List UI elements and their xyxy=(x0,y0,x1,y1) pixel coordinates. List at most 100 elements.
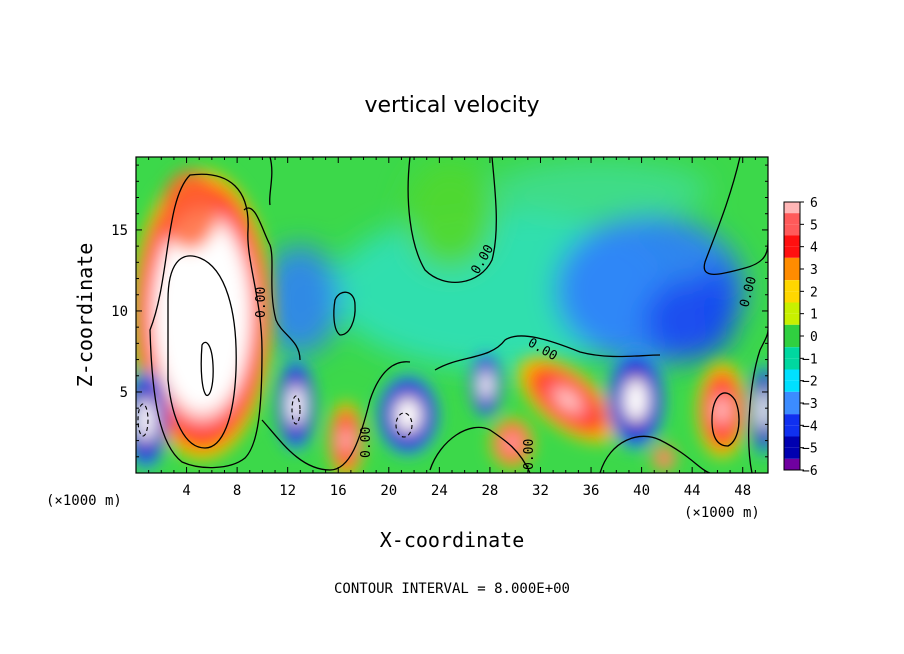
x-tick-label: 24 xyxy=(431,483,448,499)
x-unit-label-left: (×1000 m) xyxy=(46,493,122,509)
contour-low-left xyxy=(261,361,411,471)
updraft-x35 xyxy=(515,355,621,445)
updraft-x46 xyxy=(696,360,748,460)
contour-label: 0.00 xyxy=(254,287,269,318)
colorbar-swatch xyxy=(784,313,800,325)
colorbar-swatch xyxy=(784,458,800,470)
colorbar-swatch xyxy=(784,246,800,258)
contour-small-blob xyxy=(333,291,356,336)
chart-title: vertical velocity xyxy=(364,93,539,118)
colorbar-swatch xyxy=(784,235,800,247)
field-blue-right xyxy=(702,262,738,338)
colorbar: 6 5 4 3 2 1 0 −1 −2 −3 −4 −5 −6 xyxy=(783,196,818,479)
y-tick-label: 10 xyxy=(111,304,128,320)
colorbar-label: 2 xyxy=(810,285,818,300)
field-green-top xyxy=(405,160,495,270)
downdraft-left-edge xyxy=(136,368,168,472)
updraft-x42 xyxy=(652,444,676,472)
colorbar-label: −6 xyxy=(802,464,818,479)
x-tick-label: 44 xyxy=(684,483,701,499)
updraft-x17 xyxy=(328,400,364,473)
colorbar-label: −4 xyxy=(802,419,818,434)
x-axis-label: X-coordinate xyxy=(380,528,525,552)
x-tick-label: 4 xyxy=(182,483,190,499)
x-tick-label: 28 xyxy=(481,483,498,499)
colorbar-label: −3 xyxy=(802,397,818,412)
y-tick-label: 5 xyxy=(120,385,128,401)
y-axis-label: Z-coordinate xyxy=(73,243,97,388)
contour-neg-x21 xyxy=(395,412,413,438)
updraft-top-plume xyxy=(162,170,218,250)
x-tick-label: 20 xyxy=(380,483,397,499)
downdraft-x38 xyxy=(606,348,666,452)
x-tick-label: 48 xyxy=(734,483,751,499)
colorbar-swatch xyxy=(784,358,800,370)
x-tick-label: 32 xyxy=(532,483,549,499)
colorbar-label: 3 xyxy=(810,263,818,278)
colorbar-label: 4 xyxy=(810,241,818,256)
colorbar-swatch xyxy=(784,436,800,448)
y-axis: 5 10 15 xyxy=(111,164,768,458)
contour-low-right xyxy=(599,435,711,473)
contour-mid-band xyxy=(434,335,661,371)
colorbar-swatch xyxy=(784,257,800,269)
contour-label: 0.00 xyxy=(522,439,537,470)
contour-zero-green-top xyxy=(407,157,497,283)
contour-right-inner xyxy=(711,392,740,447)
contour-zero-left xyxy=(243,207,301,361)
contour-main-outer xyxy=(149,173,263,469)
contour-label: 0.00 xyxy=(359,427,374,458)
x-tick-label: 12 xyxy=(279,483,296,499)
contour-negative xyxy=(137,395,413,438)
contour-lines xyxy=(149,157,768,473)
x-tick-label: 40 xyxy=(633,483,650,499)
colorbar-label: −1 xyxy=(802,352,818,367)
contour-low-mid xyxy=(429,426,531,473)
colorbar-swatch xyxy=(784,324,800,336)
colorbar-swatch xyxy=(784,347,800,359)
x-unit-label-right: (×1000 m) xyxy=(684,505,760,521)
colorbar-swatch xyxy=(784,269,800,281)
y-tick-label: 15 xyxy=(111,223,128,239)
x-tick-label: 8 xyxy=(233,483,241,499)
updraft-x30 xyxy=(490,417,534,469)
colorbar-swatch xyxy=(784,403,800,415)
colorbar-swatch xyxy=(784,213,800,225)
field-cyan-top xyxy=(490,160,710,220)
colorbar-swatch xyxy=(784,302,800,314)
contour-neg-left xyxy=(137,403,149,437)
colorbar-swatch xyxy=(784,425,800,437)
x-axis: 4 8 12 16 20 24 28 32 36 40 44 48 xyxy=(148,157,756,499)
contour-neg-x13 xyxy=(291,395,301,425)
contour-interval-note: CONTOUR INTERVAL = 8.000E+00 xyxy=(334,581,570,597)
contour-main-core xyxy=(200,341,214,397)
colorbar-swatch xyxy=(784,380,800,392)
downdraft-right-edge xyxy=(750,362,768,458)
contour-main-inner xyxy=(167,255,237,449)
colorbar-label: 1 xyxy=(810,308,818,323)
colorbar-label: −5 xyxy=(802,442,818,457)
x-tick-label: 16 xyxy=(330,483,347,499)
downdraft-x13 xyxy=(276,357,316,453)
colorbar-swatch xyxy=(784,391,800,403)
contour-zero-top-left xyxy=(268,157,273,206)
colorbar-swatch xyxy=(784,280,800,292)
colorbar-label: 6 xyxy=(810,196,818,211)
contour-zero-right-top xyxy=(703,157,768,275)
colorbar-swatch xyxy=(784,336,800,348)
updraft-main xyxy=(136,167,274,463)
colorbar-swatch xyxy=(784,224,800,236)
x-tick-label: 36 xyxy=(583,483,600,499)
colorbar-swatch xyxy=(784,447,800,459)
colorbar-swatch xyxy=(784,369,800,381)
heatmap-field: 0.00 0.00 0.00 0.00 0.00 0.00 xyxy=(136,157,768,473)
colorbar-label: −2 xyxy=(802,375,818,390)
colorbar-swatch xyxy=(784,202,800,214)
colorbar-label: 5 xyxy=(810,218,818,233)
downdraft-x28 xyxy=(470,351,502,419)
colorbar-swatch xyxy=(784,414,800,426)
colorbar-swatch xyxy=(784,291,800,303)
colorbar-label: 0 xyxy=(810,330,818,345)
contour-right-edge xyxy=(748,329,768,473)
